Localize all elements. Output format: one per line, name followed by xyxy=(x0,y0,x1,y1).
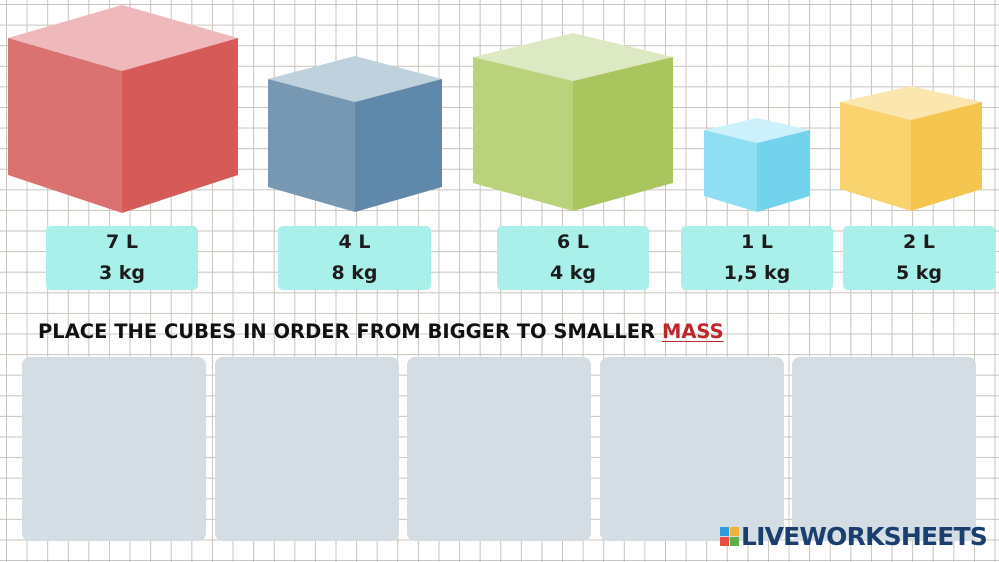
liveworksheets-logo: LIVEWORKSHEETS xyxy=(719,522,988,551)
instruction-emphasis: MASS xyxy=(661,320,724,343)
mass-label-2: 8 kg xyxy=(331,262,378,284)
cube-label-1: 7 L 3 kg xyxy=(46,226,198,290)
cube-label-5: 2 L 5 kg xyxy=(843,226,995,290)
cube-label-4: 1 L 1,5 kg xyxy=(681,226,833,290)
logo-text: LIVEWORKSHEETS xyxy=(740,522,988,551)
drop-slot-1[interactable] xyxy=(22,357,206,541)
cube-label-3: 6 L 4 kg xyxy=(497,226,649,290)
logo-mark-icon xyxy=(719,527,739,546)
blue-cube[interactable] xyxy=(268,56,442,212)
green-cube[interactable] xyxy=(473,33,673,211)
mass-label-5: 5 kg xyxy=(895,262,943,284)
mass-label-1: 3 kg xyxy=(98,262,146,284)
drop-slot-4[interactable] xyxy=(600,357,784,541)
mass-label-4: 1,5 kg xyxy=(723,262,791,284)
drop-slot-2[interactable] xyxy=(215,357,399,541)
drop-slot-3[interactable] xyxy=(407,357,591,541)
volume-label-4: 1 L xyxy=(741,231,773,253)
mass-label-3: 4 kg xyxy=(549,262,597,284)
volume-label-5: 2 L xyxy=(903,231,935,253)
volume-label-2: 4 L xyxy=(338,231,371,253)
red-cube[interactable] xyxy=(8,5,238,213)
volume-label-3: 6 L xyxy=(557,231,589,253)
cube-label-2: 4 L 8 kg xyxy=(278,226,431,290)
cyan-cube[interactable] xyxy=(704,118,810,212)
drop-slot-5[interactable] xyxy=(792,357,976,541)
volume-label-1: 7 L xyxy=(106,231,138,253)
instruction-main: PLACE THE CUBES IN ORDER FROM BIGGER TO … xyxy=(38,320,662,343)
instruction-text: PLACE THE CUBES IN ORDER FROM BIGGER TO … xyxy=(38,320,724,343)
yellow-cube[interactable] xyxy=(840,86,982,211)
